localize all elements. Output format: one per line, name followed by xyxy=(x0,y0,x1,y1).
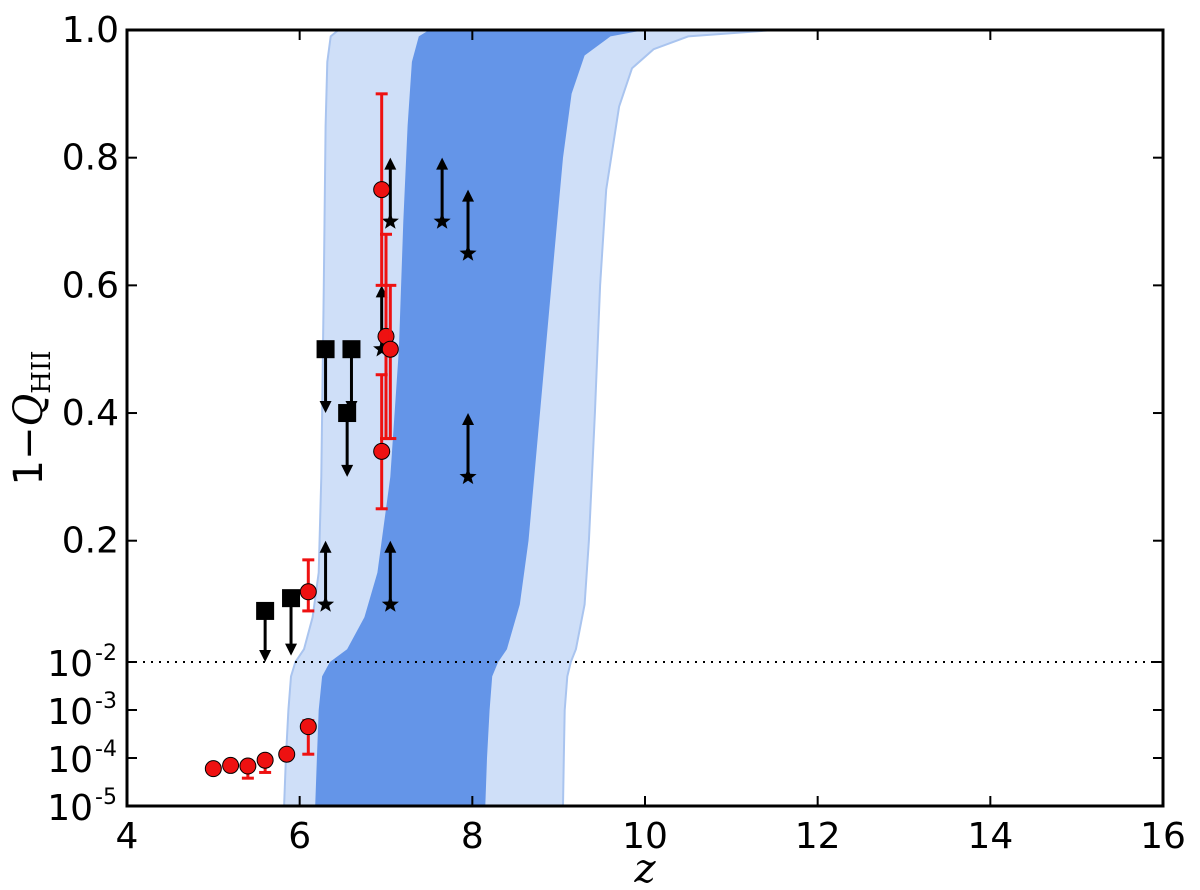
y-tick-label: 0.6 xyxy=(62,265,119,306)
y-tick-label: 1.0 xyxy=(62,10,119,51)
star-marker xyxy=(459,467,477,485)
y-tick-label: 0.2 xyxy=(62,521,119,562)
red-point xyxy=(256,751,274,769)
red-point xyxy=(299,583,317,601)
square-marker xyxy=(342,340,361,359)
arrow-head xyxy=(462,189,475,202)
star-arrow xyxy=(384,157,397,222)
star-marker xyxy=(317,595,335,612)
star-arrow xyxy=(436,157,449,222)
y-log-tick-exponent: -4 xyxy=(95,737,117,762)
y-axis-label: 1−QHII xyxy=(6,351,57,486)
red-point xyxy=(204,760,222,778)
x-tick-label: 16 xyxy=(1140,816,1186,857)
y-log-tick-exponent: -5 xyxy=(95,785,117,810)
y-log-tick-label: 10 xyxy=(47,740,93,781)
red-point xyxy=(278,745,296,763)
band-dark xyxy=(315,30,645,806)
arrow-head xyxy=(319,401,332,414)
star-marker xyxy=(381,595,399,612)
star-arrow xyxy=(384,540,397,605)
arrow-head xyxy=(384,540,397,553)
star-arrow xyxy=(462,189,475,254)
y-tick-label: 0.8 xyxy=(62,138,119,179)
square-marker xyxy=(282,589,301,608)
star-arrow xyxy=(462,413,475,477)
data-markers xyxy=(204,92,477,780)
y-log-tick-exponent: -2 xyxy=(95,641,117,666)
x-tick-label: 10 xyxy=(622,816,668,857)
y-log-tick-label: 10 xyxy=(47,788,93,829)
red-point xyxy=(373,442,391,460)
arrow-head xyxy=(319,540,332,553)
star-marker xyxy=(381,212,399,229)
axis-labels: 4 6 8 10 12 14 160.20.40.60.81.010-210-310-410… xyxy=(6,10,1186,890)
square-marker xyxy=(256,601,275,620)
error-bar xyxy=(384,283,397,441)
y-tick-label: 0.4 xyxy=(62,393,119,434)
square-marker xyxy=(316,340,335,359)
x-tick-label: 12 xyxy=(795,816,841,857)
x-tick-label: 8 xyxy=(461,816,484,857)
arrow-head xyxy=(259,650,272,662)
arrow-head xyxy=(384,157,397,170)
arrow-head xyxy=(341,464,354,477)
star-marker xyxy=(373,340,391,357)
red-point xyxy=(381,340,399,358)
credible-bands xyxy=(283,29,775,807)
star-marker xyxy=(433,212,451,229)
y-log-tick-exponent: -3 xyxy=(95,689,117,714)
x-tick-label: 6 xyxy=(288,816,311,857)
red-point xyxy=(373,181,391,199)
x-tick-label: 14 xyxy=(967,816,1013,857)
red-point xyxy=(299,718,317,736)
arrow-head xyxy=(285,643,298,656)
arrow-head xyxy=(436,157,449,170)
axis-ticks xyxy=(126,29,1164,807)
plot-frame xyxy=(125,28,1165,808)
red-point xyxy=(222,756,240,774)
x-tick-label: 4 xyxy=(116,816,139,857)
arrow-head xyxy=(462,413,475,426)
x-axis-label: z xyxy=(633,846,656,890)
y-log-tick-label: 10 xyxy=(47,644,93,685)
error-bar xyxy=(375,373,388,511)
star-arrow xyxy=(319,540,332,605)
star-marker xyxy=(459,244,477,261)
red-point xyxy=(239,757,257,775)
square-arrow xyxy=(341,413,354,477)
y-log-tick-label: 10 xyxy=(47,692,93,733)
square-arrow xyxy=(319,349,332,414)
square-marker xyxy=(338,404,357,423)
